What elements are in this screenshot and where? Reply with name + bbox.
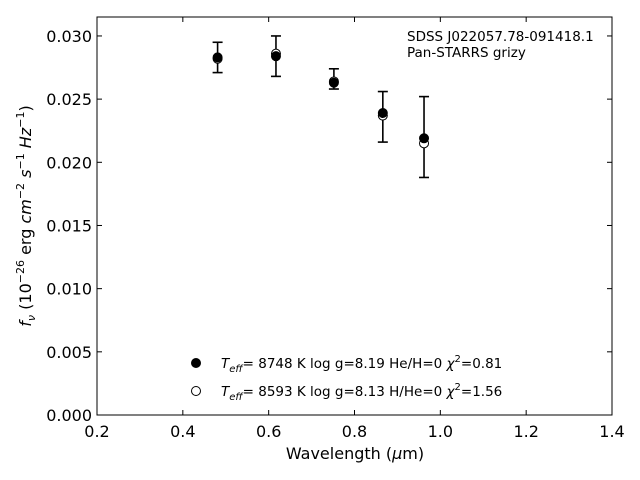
legend-marker-open bbox=[191, 386, 201, 396]
legend-marker-filled bbox=[191, 358, 201, 368]
x-tick-label: 1.0 bbox=[428, 422, 453, 441]
data-markers bbox=[212, 48, 430, 149]
model-point-filled bbox=[377, 108, 388, 119]
y-axis-label: fν (10−26 erg cm−2 s−1 Hz−1) bbox=[14, 105, 38, 326]
star-name-annotation: SDSS J022057.78-091418.1 bbox=[407, 29, 594, 45]
legend: Teff= 8748 K log g=8.19 He/H=0 χ2=0.81 T… bbox=[191, 354, 502, 403]
x-tick-label: 0.4 bbox=[170, 422, 195, 441]
model-point-filled bbox=[212, 52, 223, 63]
x-tick-label: 1.4 bbox=[599, 422, 624, 441]
model-point-filled bbox=[270, 51, 281, 62]
y-tick-label: 0.025 bbox=[46, 90, 92, 109]
x-tick-label: 0.6 bbox=[256, 422, 281, 441]
axis-ticks: 0.2 0.4 0.6 0.8 1.0 1.2 1.4 0.000 0.005 0.010 0.01… bbox=[46, 17, 625, 441]
y-tick-label: 0.030 bbox=[46, 27, 92, 46]
y-tick-label: 0.010 bbox=[46, 280, 92, 299]
y-tick-label: 0.005 bbox=[46, 343, 92, 362]
x-tick-label: 1.2 bbox=[513, 422, 538, 441]
error-bars bbox=[212, 35, 430, 179]
legend-entry-2: Teff= 8593 K log g=8.13 H/He=0 χ2=1.56 bbox=[221, 382, 502, 403]
survey-annotation: Pan-STARRS grizy bbox=[407, 45, 526, 61]
model-point-filled bbox=[328, 77, 339, 88]
x-tick-label: 0.8 bbox=[342, 422, 367, 441]
legend-entry-1: Teff= 8748 K log g=8.19 He/H=0 χ2=0.81 bbox=[221, 354, 502, 375]
x-tick-label: 0.2 bbox=[84, 422, 109, 441]
model-point-filled bbox=[419, 133, 430, 144]
y-tick-label: 0.015 bbox=[46, 216, 92, 235]
y-tick-label: 0.020 bbox=[46, 153, 92, 172]
x-axis-label: Wavelength (μm) bbox=[286, 444, 424, 463]
y-tick-label: 0.000 bbox=[46, 406, 92, 425]
